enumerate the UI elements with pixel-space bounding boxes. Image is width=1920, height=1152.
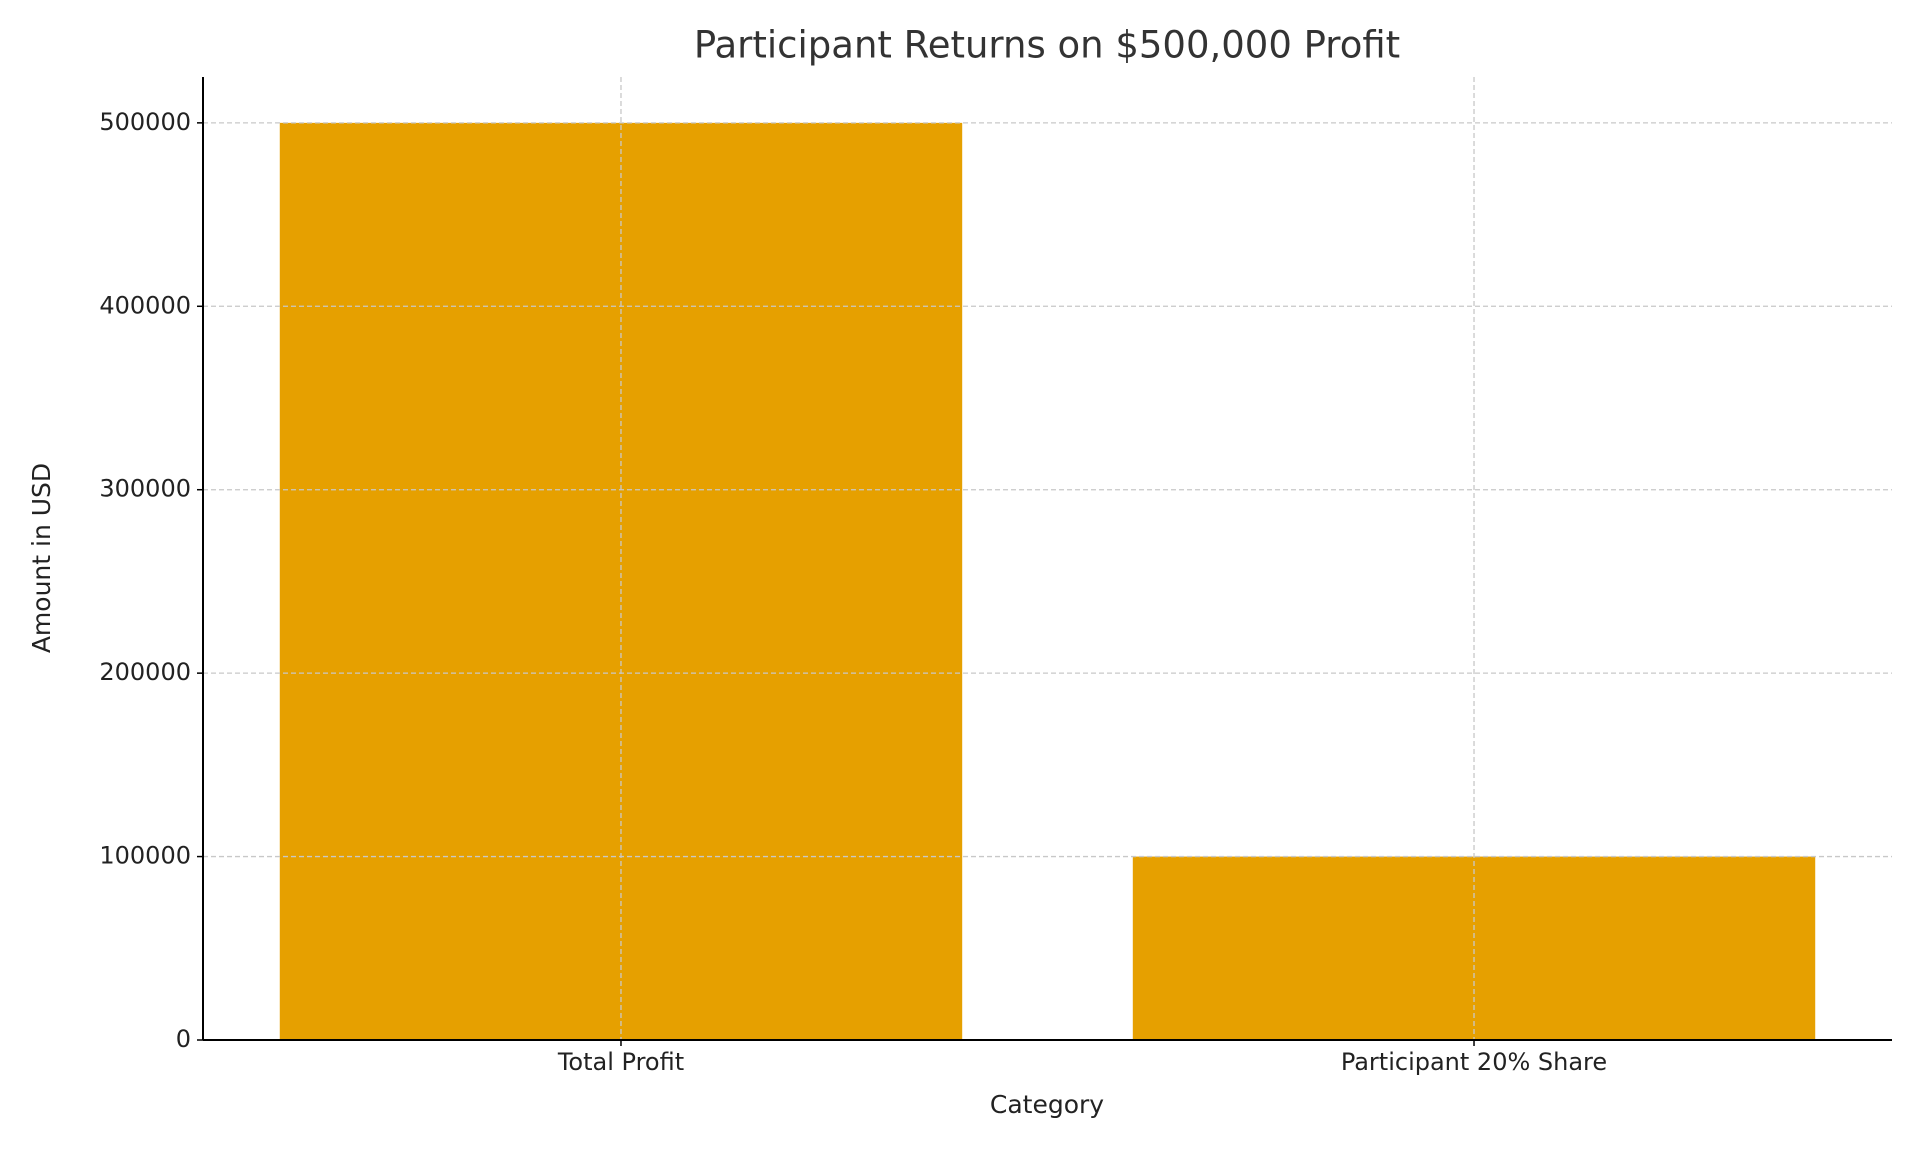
y-tick-label: 0: [176, 1025, 191, 1053]
y-tick-label: 100000: [99, 842, 191, 870]
chart-title: Participant Returns on $500,000 Profit: [694, 24, 1400, 67]
x-axis-label: Category: [990, 1090, 1104, 1119]
y-axis-label: Amount in USD: [27, 463, 56, 653]
y-tick-label: 200000: [99, 658, 191, 686]
x-tick-label: Participant 20% Share: [1341, 1048, 1607, 1076]
y-tick-label: 400000: [99, 291, 191, 319]
bar: [1132, 856, 1816, 1040]
y-tick-label: 300000: [99, 475, 191, 503]
y-tick-label: 500000: [99, 108, 191, 136]
x-tick-label: Total Profit: [557, 1048, 684, 1076]
